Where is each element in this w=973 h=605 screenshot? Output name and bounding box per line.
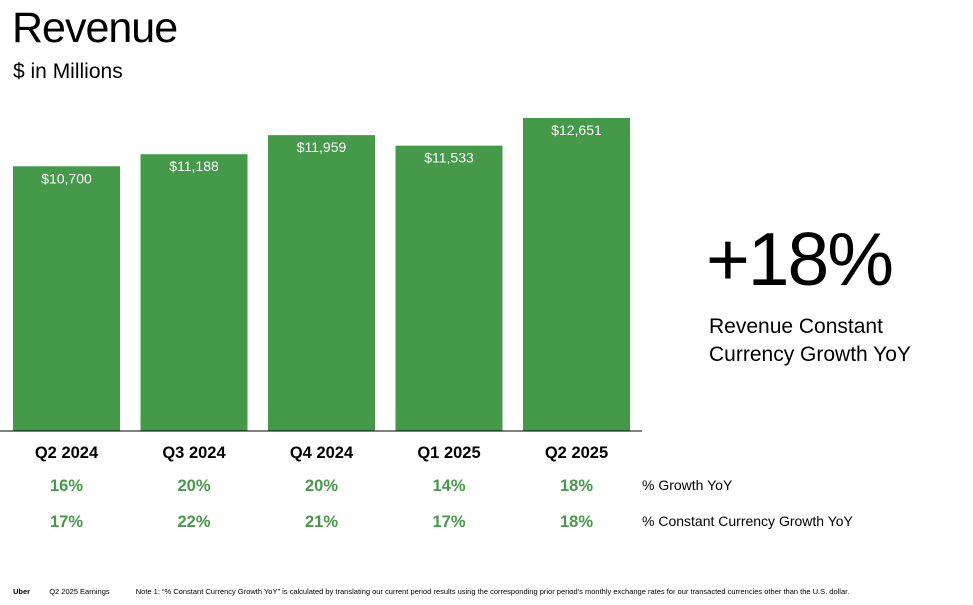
highlight-growth-label: Revenue Constant Currency Growth YoY — [709, 313, 959, 369]
revenue-bar-chart: $10,700 Q2 2024 16% 17% $11,188 Q3 2024 20% 22%… — [0, 118, 854, 531]
metric-value-0: 18% — [560, 477, 593, 495]
x-tick-label: Q4 2024 — [290, 444, 354, 462]
metric-row-label-1: % Constant Currency Growth YoY — [642, 513, 854, 529]
page-title: Revenue — [12, 4, 178, 52]
bar-value-label: $11,188 — [169, 158, 219, 174]
bar-3 — [395, 145, 503, 431]
bar-1 — [140, 154, 248, 431]
page-subtitle: $ in Millions — [13, 60, 123, 83]
metric-value-1: 18% — [560, 513, 593, 531]
bar-2 — [268, 135, 375, 432]
bar-value-label: $12,651 — [551, 122, 602, 138]
bar-0 — [13, 166, 120, 431]
metric-value-0: 16% — [50, 477, 83, 495]
bar-value-label: $11,533 — [424, 150, 474, 166]
bar-4 — [523, 118, 630, 431]
metric-value-1: 17% — [432, 513, 465, 531]
metric-value-1: 17% — [50, 513, 83, 531]
metric-value-1: 21% — [305, 513, 338, 531]
metric-value-0: 20% — [177, 477, 210, 495]
metric-row-label-0: % Growth YoY — [642, 477, 733, 493]
x-tick-label: Q2 2025 — [545, 444, 608, 462]
x-tick-label: Q2 2024 — [35, 444, 99, 462]
bar-value-label: $10,700 — [41, 170, 92, 186]
x-tick-label: Q1 2025 — [417, 444, 480, 462]
highlight-growth-value: +18% — [706, 217, 894, 301]
metric-value-0: 14% — [432, 477, 465, 495]
metric-value-0: 20% — [305, 477, 338, 495]
x-tick-label: Q3 2024 — [162, 444, 226, 462]
footer-note: Note 1: “% Constant Currency Growth YoY”… — [135, 587, 850, 596]
footer-deck-name: Q2 2025 Earnings — [49, 587, 110, 596]
metric-value-1: 22% — [177, 513, 210, 531]
footer-company: Uber — [13, 587, 31, 596]
footer: Uber Q2 2025 Earnings Note 1: “% Constan… — [13, 587, 849, 596]
bar-value-label: $11,959 — [297, 139, 347, 155]
highlight-label-line1: Revenue Constant — [709, 315, 883, 338]
highlight-label-line2: Currency Growth YoY — [709, 343, 911, 366]
